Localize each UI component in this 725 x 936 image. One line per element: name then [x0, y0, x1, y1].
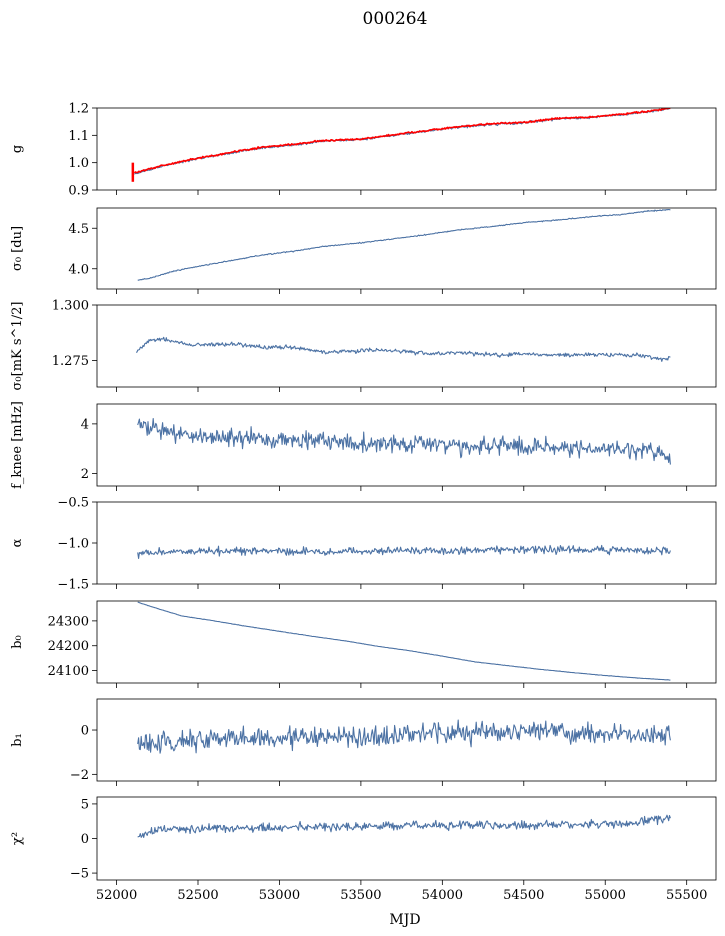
b0-ytick-label: 24100 [48, 664, 89, 679]
x-tick-label: 54000 [422, 888, 463, 903]
alpha-ytick-label: −1.0 [57, 537, 89, 552]
x-tick-label: 54500 [503, 888, 544, 903]
g-ytick-label: 1.2 [68, 102, 89, 117]
sigma0_mk-ytick-label: 1.300 [52, 299, 89, 314]
b1-data [137, 719, 671, 754]
g-data [131, 108, 671, 182]
fknee-frame [96, 403, 717, 487]
x-tick-label: 53000 [259, 888, 300, 903]
panel-b0: 24100 24200 24300 b₀ [10, 600, 717, 688]
g-frame [96, 107, 717, 191]
fknee-ylabel: f_knee [mHz] [10, 401, 25, 489]
b0-data [137, 601, 671, 681]
sigma0-frame [96, 207, 717, 290]
b1-ytick-label: 0 [81, 724, 89, 739]
x-axis-label: MJD [389, 912, 420, 928]
sigma0-ylabel: σ₀ [du] [10, 226, 25, 271]
b0-ytick-label: 24200 [48, 639, 89, 654]
x-tick-label: 55500 [666, 888, 707, 903]
sigma0_mk-data [135, 336, 671, 362]
panel-sigma0_mk: 1.275 1.300 σ₀[mK s^1/2] [10, 299, 717, 392]
alpha-ylabel: α [10, 538, 25, 547]
panels: 0.9 1.0 1.1 1.2 g 4.0 4.5 σ₀ [du] 1.275 1.300 σ₀[m… [10, 102, 717, 903]
b0-series-line [137, 601, 671, 681]
alpha-data [137, 544, 671, 559]
x-tick-label: 52000 [96, 888, 137, 903]
fknee-ytick-label: 2 [81, 467, 89, 482]
sigma0-data [137, 208, 671, 281]
sigma0_mk-ylabel: σ₀[mK s^1/2] [10, 302, 25, 391]
g-ytick-label: 0.9 [68, 184, 89, 199]
panel-chi2: −5 0 5 52000 52500 53000 53500 54000 54500 55000 5… [10, 796, 717, 903]
chi2-ytick-label: −5 [70, 867, 89, 882]
x-tick-label: 52500 [177, 888, 218, 903]
panel-fknee: 2 4 f_knee [mHz] [10, 401, 717, 491]
b1-series-line [137, 719, 671, 754]
x-tick-label: 53500 [340, 888, 381, 903]
b0-frame [96, 600, 717, 684]
panel-sigma0: 4.0 4.5 σ₀ [du] [10, 207, 717, 294]
b1-ylabel: b₁ [10, 733, 25, 747]
figure-title: 000264 [363, 9, 428, 29]
g-fit-line [133, 108, 671, 174]
sigma0-ytick-label: 4.5 [68, 222, 89, 237]
panel-g: 0.9 1.0 1.1 1.2 g [10, 102, 717, 199]
alpha-ytick-label: −1.5 [57, 578, 89, 593]
chi2-data [137, 814, 671, 838]
x-tick-label: 55000 [585, 888, 626, 903]
chi2-series-line [137, 814, 671, 838]
panel-b1: −2 0 b₁ [10, 698, 717, 786]
alpha-ytick-label: −0.5 [57, 496, 89, 511]
sigma0_mk-ytick-label: 1.275 [52, 354, 89, 369]
fknee-series-line [137, 418, 671, 465]
panel-alpha: −1.5 −1.0 −0.5 α [10, 496, 717, 593]
g-ylabel: g [10, 145, 25, 153]
sigma0_mk-series-line [135, 336, 671, 362]
sigma0-series-line [137, 208, 671, 281]
g-ytick-label: 1.0 [68, 156, 89, 171]
alpha-series-line [137, 544, 671, 559]
b0-ylabel: b₀ [10, 635, 25, 649]
fknee-data [137, 418, 671, 465]
sigma0_mk-frame [96, 304, 717, 388]
fknee-ytick-label: 4 [81, 417, 89, 432]
b0-ytick-label: 24300 [48, 614, 89, 629]
b1-frame [96, 698, 717, 782]
b1-ytick-label: −2 [70, 768, 89, 783]
chi2-frame [96, 796, 717, 881]
chi2-ytick-label: 5 [81, 797, 89, 812]
alpha-frame [96, 501, 717, 585]
sigma0-ytick-label: 4.0 [68, 262, 89, 277]
g-ytick-label: 1.1 [68, 129, 89, 144]
chi2-ytick-label: 0 [81, 832, 89, 847]
chi2-ylabel: χ² [10, 832, 25, 845]
